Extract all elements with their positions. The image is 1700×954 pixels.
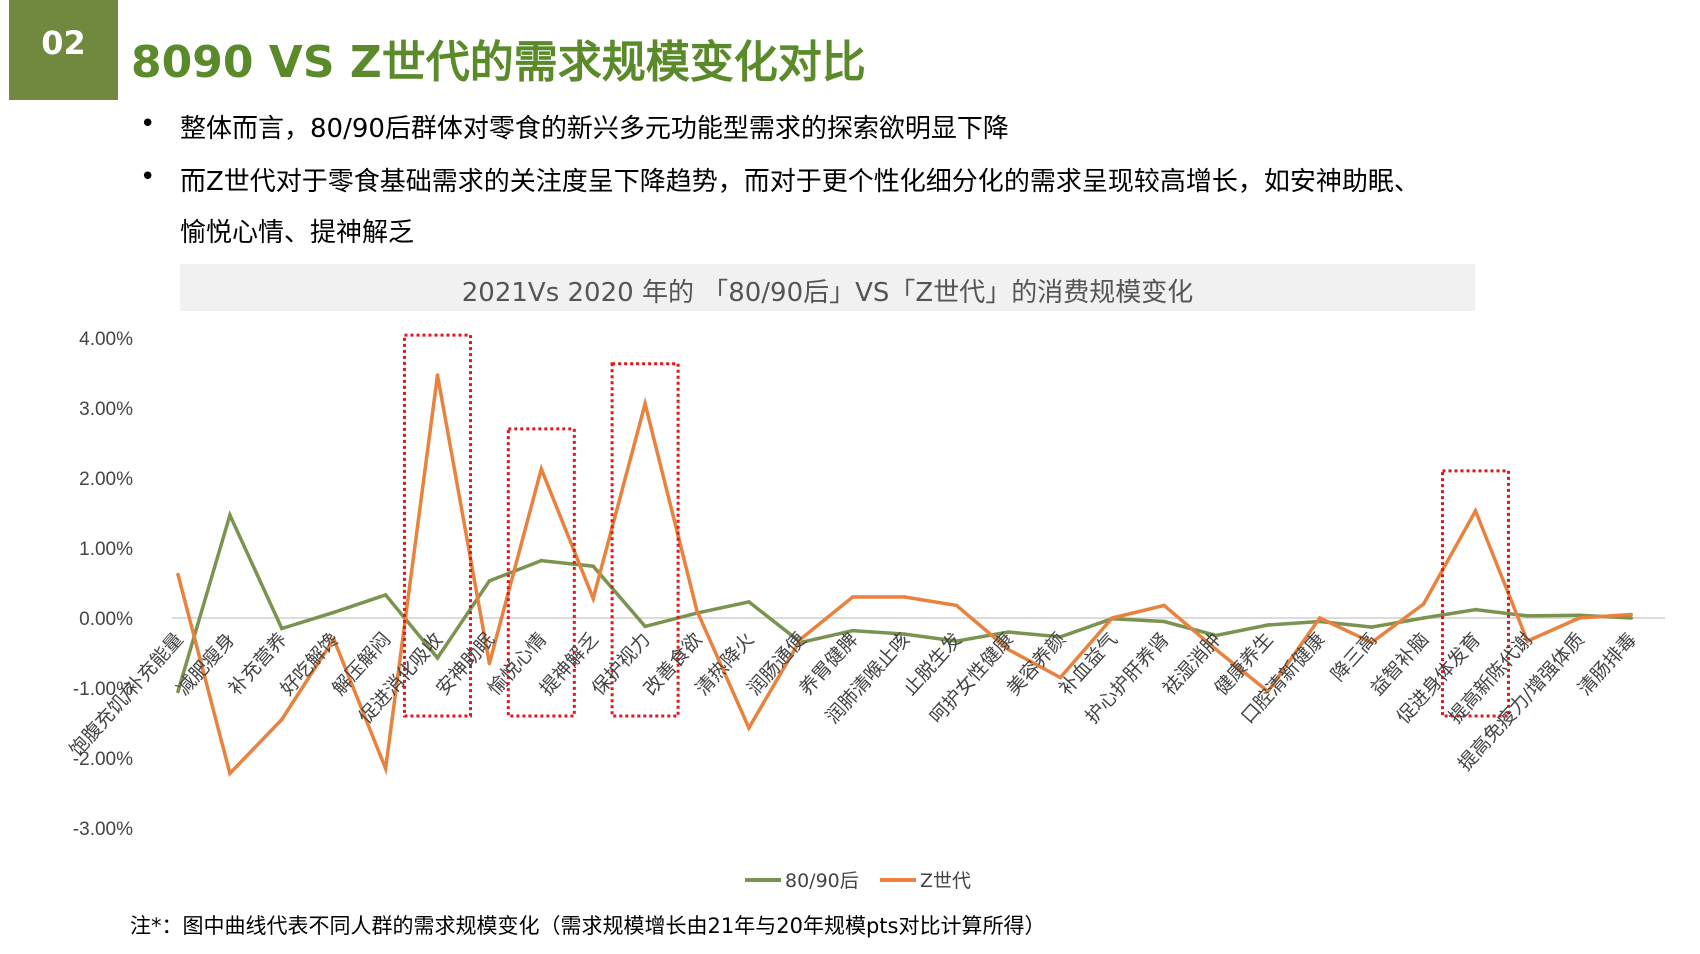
legend-swatch — [745, 877, 781, 882]
bullet-text-2-continued: 愉悦心情、提神解乏 — [180, 218, 415, 248]
series-1-point — [1110, 616, 1114, 620]
series-1-point — [1214, 647, 1218, 652]
series-0-point — [383, 593, 388, 597]
series-0-point — [1473, 607, 1478, 612]
page-title: 8090 VS Z世代的需求规模变化对比 — [131, 37, 866, 88]
series-1-point — [954, 603, 959, 608]
legend-swatch — [880, 877, 916, 882]
series-1-point — [1629, 612, 1633, 617]
footnote: 注*：图中曲线代表不同人群的需求规模变化（需求规模增长由21年与20年规模pts… — [130, 914, 1046, 938]
series-1-point — [1266, 689, 1270, 694]
series-1-point — [435, 373, 440, 377]
series-0-point — [1266, 623, 1270, 627]
series-1-point — [176, 572, 180, 577]
highlight-box — [1441, 469, 1510, 718]
series-1-point — [1058, 675, 1063, 680]
series-0-point — [487, 579, 492, 583]
series-0-point — [539, 558, 544, 563]
series-0-point — [176, 689, 180, 694]
series-1-point — [799, 637, 803, 641]
series-1-point — [902, 595, 907, 599]
series-1-point — [487, 661, 492, 666]
y-tick-label: 2.00% — [79, 469, 133, 490]
y-tick-label: 4.00% — [79, 329, 133, 350]
series-1-point — [1369, 640, 1374, 645]
y-tick-label: -3.00% — [73, 819, 133, 840]
series-0-point — [747, 600, 751, 604]
series-1-point — [1006, 647, 1011, 652]
series-1-point — [228, 771, 232, 776]
series-0-point — [331, 610, 336, 615]
series-1-point — [1162, 603, 1166, 608]
legend-item-8090: 80/90后 — [745, 866, 859, 893]
series-1-point — [643, 402, 647, 406]
series-1-point — [383, 766, 388, 771]
series-0-point — [1421, 616, 1426, 620]
series-0-point — [643, 624, 647, 629]
series-1-point — [1473, 509, 1478, 513]
highlight-box — [506, 427, 576, 718]
series-0-point — [1525, 614, 1530, 618]
highlight-box — [610, 362, 680, 718]
highlight-box — [403, 333, 472, 718]
series-1-point — [280, 717, 284, 722]
chart-title-band: 2021Vs 2020 年的 「80/90后」VS「Z世代」的消费规模变化 — [180, 264, 1475, 311]
bullet-text-2: 而Z世代对于零食基础需求的关注度呈下降趋势，而对于更个性化细分化的需求呈现较高增… — [180, 167, 1420, 197]
series-0-point — [591, 564, 595, 568]
legend-item-genz: Z世代 — [880, 866, 971, 893]
series-1-point — [539, 467, 544, 471]
series-1-point — [695, 609, 699, 613]
series-1-point — [1577, 616, 1582, 620]
series-0-point — [280, 626, 284, 631]
series-1-point — [1318, 616, 1322, 620]
y-tick-label: 0.00% — [79, 609, 133, 630]
y-tick-label: 3.00% — [79, 399, 133, 420]
chart-title: 2021Vs 2020 年的 「80/90后」VS「Z世代」的消费规模变化 — [461, 278, 1194, 308]
series-0-point — [1058, 635, 1063, 639]
series-0-point — [435, 656, 440, 660]
series-1-point — [591, 596, 595, 601]
bullet-dot: • — [140, 162, 156, 192]
series-1-point — [747, 726, 751, 730]
series-0-point — [954, 639, 959, 643]
bullet-text-1: 整体而言，80/90后群体对零食的新兴多元功能型需求的探索欲明显下降 — [180, 114, 1009, 144]
y-tick-label: -1.00% — [73, 679, 133, 700]
series-0-point — [228, 513, 232, 517]
section-number: 02 — [41, 24, 86, 62]
series-0-point — [1577, 613, 1582, 617]
series-0-point — [902, 632, 907, 636]
series-0-point — [1006, 630, 1011, 634]
series-1-point — [850, 595, 855, 599]
bullet-dot: • — [140, 109, 156, 139]
series-0-point — [1162, 619, 1166, 624]
legend-label: Z世代 — [920, 870, 972, 892]
legend-label: 80/90后 — [785, 870, 859, 892]
series-1-point — [331, 637, 336, 641]
y-tick-label: 1.00% — [79, 539, 133, 560]
series-1-point — [1525, 639, 1530, 643]
series-0-point — [1214, 633, 1218, 638]
series-0-point — [1369, 625, 1374, 629]
y-tick-label: -2.00% — [73, 749, 133, 770]
series-0-point — [850, 628, 855, 633]
section-badge: 02 — [9, 0, 118, 100]
series-0-point — [1629, 616, 1633, 620]
series-1-point — [1421, 602, 1426, 606]
